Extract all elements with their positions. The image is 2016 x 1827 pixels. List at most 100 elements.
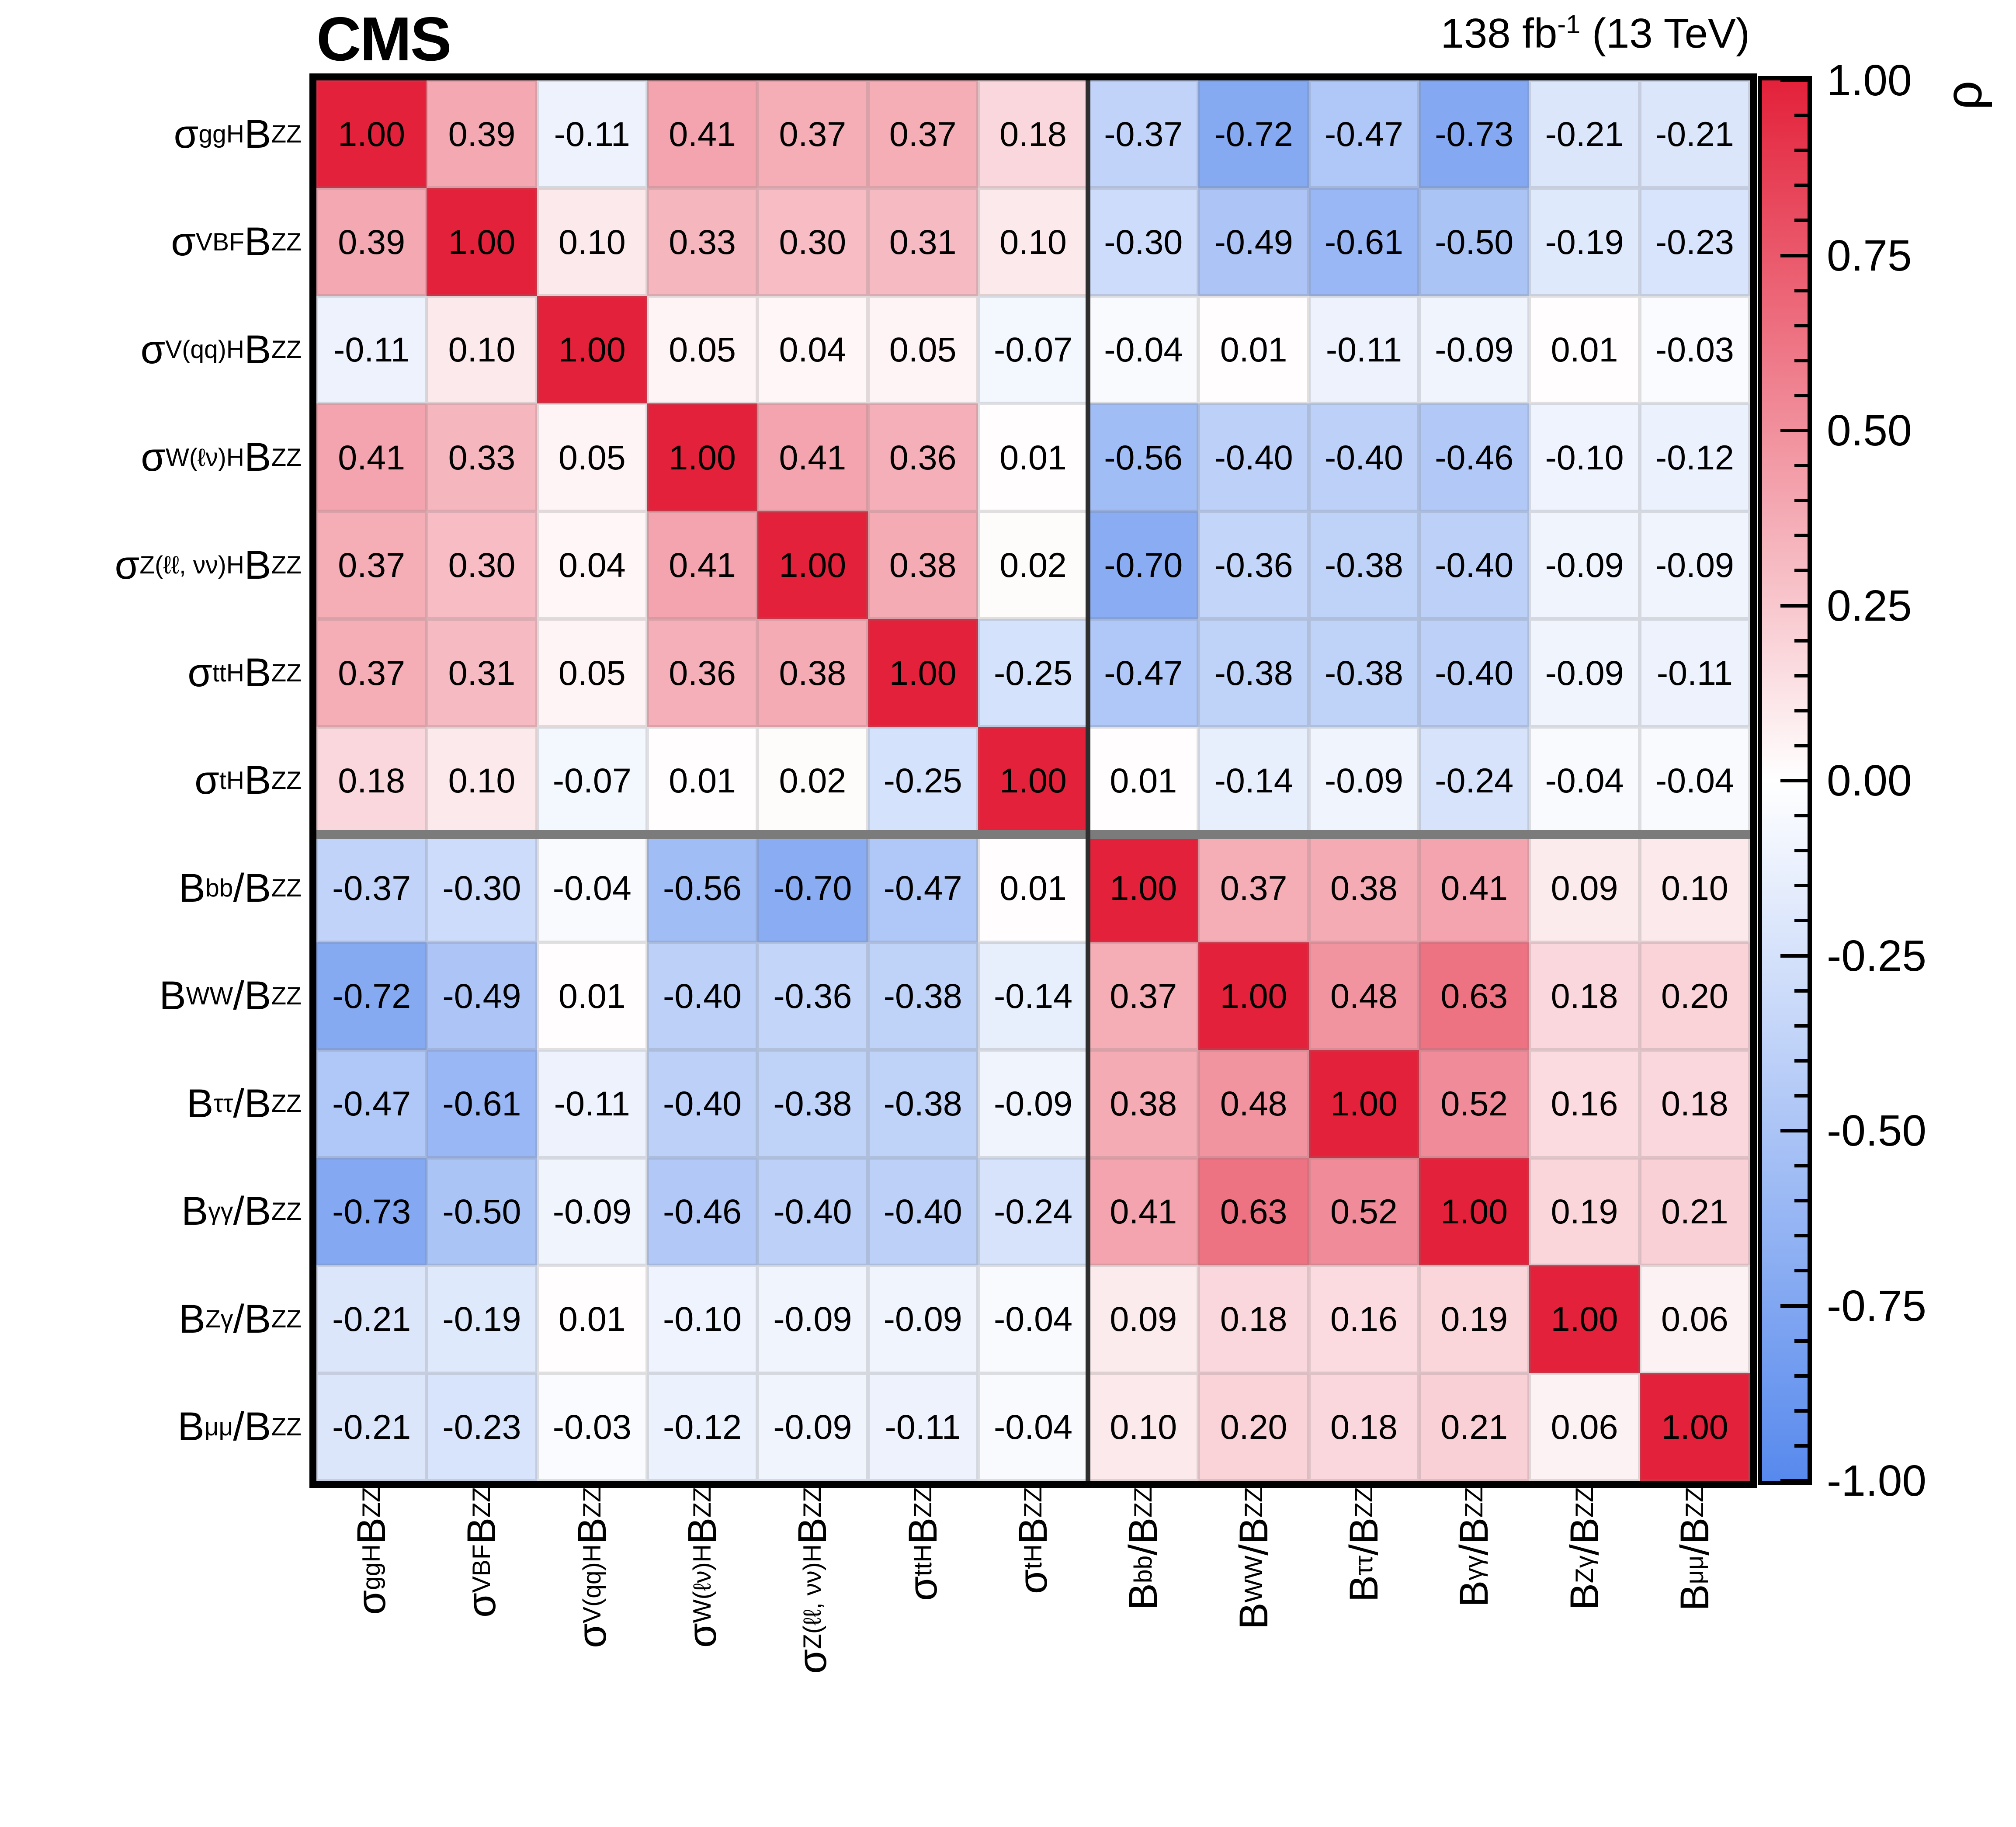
matrix-cell: -0.09 — [1308, 726, 1419, 835]
colorbar-minor-tick — [1794, 464, 1808, 468]
colorbar-major-tick — [1780, 954, 1808, 958]
matrix-cell: 0.01 — [978, 834, 1089, 942]
row-label: σ Z(ℓℓ, νν)H B ZZ — [115, 542, 302, 587]
colorbar-minor-tick — [1794, 709, 1808, 712]
matrix-cell: -0.40 — [867, 1157, 978, 1266]
matrix-cell: 0.01 — [978, 403, 1089, 511]
matrix-cell: 1.00 — [1639, 1373, 1750, 1481]
matrix-cell: 0.05 — [647, 295, 758, 404]
label-text: /B — [233, 973, 271, 1018]
colorbar-minor-tick — [1794, 1409, 1808, 1413]
matrix-cell: -0.09 — [1419, 295, 1530, 404]
label-text: σ — [1010, 1569, 1055, 1594]
label-text: /B — [1451, 1517, 1496, 1556]
matrix-cell: -0.12 — [1639, 403, 1750, 511]
matrix-cell: -0.61 — [1308, 188, 1419, 296]
label-text: σ — [171, 219, 196, 264]
label-text: σ — [900, 1576, 945, 1601]
label-text: B — [1451, 1580, 1496, 1608]
label-text: σ — [349, 1590, 394, 1615]
matrix-cell: 0.63 — [1419, 942, 1530, 1050]
matrix-cell: -0.40 — [647, 942, 758, 1050]
matrix-cell: 0.37 — [757, 80, 868, 188]
column-label: σ Z(ℓℓ, νν)H B ZZ — [790, 1487, 835, 1674]
label-text: /B — [1672, 1517, 1717, 1556]
matrix-cell: 0.48 — [1198, 1050, 1309, 1158]
colorbar-minor-tick — [1794, 1164, 1808, 1168]
colorbar-minor-tick — [1794, 919, 1808, 923]
matrix-cell: -0.47 — [1088, 619, 1199, 727]
matrix-cell: 0.16 — [1529, 1050, 1640, 1158]
row-label: σ tH B ZZ — [194, 758, 302, 803]
colorbar-major-tick — [1780, 254, 1808, 257]
matrix-cell: 0.10 — [978, 188, 1089, 296]
matrix-cell: -0.19 — [1529, 188, 1640, 296]
colorbar-tick-label: 0.00 — [1827, 756, 1912, 805]
matrix-cell: -0.56 — [647, 834, 758, 942]
colorbar-tick-label: -0.25 — [1827, 931, 1926, 980]
matrix-cell: 1.00 — [647, 403, 758, 511]
matrix-cell: -0.11 — [867, 1373, 978, 1481]
matrix-cell: 0.20 — [1198, 1373, 1309, 1481]
matrix-cell: 1.00 — [867, 619, 978, 727]
matrix-cell: -0.09 — [867, 1265, 978, 1373]
matrix-cell: 0.01 — [647, 726, 758, 835]
matrix-cell: 1.00 — [757, 511, 868, 619]
colorbar-minor-tick — [1794, 534, 1808, 538]
matrix-cell: 0.39 — [316, 188, 427, 296]
label-text: B — [186, 1081, 214, 1126]
matrix-cell: 1.00 — [427, 188, 537, 296]
matrix-cell: -0.04 — [1088, 295, 1199, 404]
matrix-cell: 0.38 — [1088, 1050, 1199, 1158]
matrix-cell: 0.38 — [1308, 834, 1419, 942]
matrix-cell: -0.37 — [1088, 80, 1199, 188]
colorbar-minor-tick — [1794, 989, 1808, 993]
colorbar-minor-tick — [1794, 323, 1808, 327]
matrix-cell: 0.18 — [1198, 1265, 1309, 1373]
matrix-cell: -0.24 — [978, 1157, 1089, 1266]
matrix-cell: -0.47 — [316, 1050, 427, 1158]
matrix-cell: 0.37 — [867, 80, 978, 188]
matrix-cell: 0.09 — [1088, 1265, 1199, 1373]
label-text: /B — [233, 1189, 271, 1234]
colorbar-tick-label: -0.75 — [1827, 1281, 1926, 1330]
matrix-cell: -0.37 — [316, 834, 427, 942]
colorbar-minor-tick — [1794, 184, 1808, 188]
matrix-cell: -0.07 — [978, 295, 1089, 404]
row-label: σ ttH B ZZ — [187, 650, 302, 695]
matrix-cell: -0.11 — [316, 295, 427, 404]
colorbar-minor-tick — [1794, 1339, 1808, 1343]
matrix-cell: 1.00 — [537, 295, 647, 404]
colorbar-minor-tick — [1794, 499, 1808, 503]
matrix-cell: 0.01 — [1088, 726, 1199, 835]
matrix-cell: 0.33 — [427, 403, 537, 511]
matrix-cell: 0.63 — [1198, 1157, 1309, 1266]
matrix-cell: -0.49 — [427, 942, 537, 1050]
matrix-cell: -0.09 — [757, 1265, 868, 1373]
colorbar-minor-tick — [1794, 288, 1808, 292]
matrix-cell: 1.00 — [316, 80, 427, 188]
colorbar-tick-label: -1.00 — [1827, 1456, 1926, 1505]
label-text: /B — [233, 1081, 271, 1126]
matrix-cell: -0.72 — [1198, 80, 1309, 188]
matrix-cell: 0.41 — [647, 80, 758, 188]
matrix-cell: -0.38 — [867, 942, 978, 1050]
matrix-cell: -0.49 — [1198, 188, 1309, 296]
colorbar-minor-tick — [1794, 1199, 1808, 1203]
colorbar-major-tick — [1780, 1304, 1808, 1308]
matrix-cell: 0.48 — [1308, 942, 1419, 1050]
matrix-cell: 1.00 — [1308, 1050, 1419, 1158]
matrix-cell: 0.33 — [647, 188, 758, 296]
matrix-cell: 0.19 — [1419, 1265, 1530, 1373]
matrix-cell: 0.41 — [316, 403, 427, 511]
matrix-cell: -0.09 — [1529, 619, 1640, 727]
matrix-cell: -0.56 — [1088, 403, 1199, 511]
matrix-cell: 0.01 — [537, 942, 647, 1050]
matrix-cell: -0.04 — [978, 1265, 1089, 1373]
label-text: σ — [569, 1623, 614, 1648]
colorbar-tick-label: 0.75 — [1827, 231, 1912, 280]
matrix-cell: 0.31 — [427, 619, 537, 727]
